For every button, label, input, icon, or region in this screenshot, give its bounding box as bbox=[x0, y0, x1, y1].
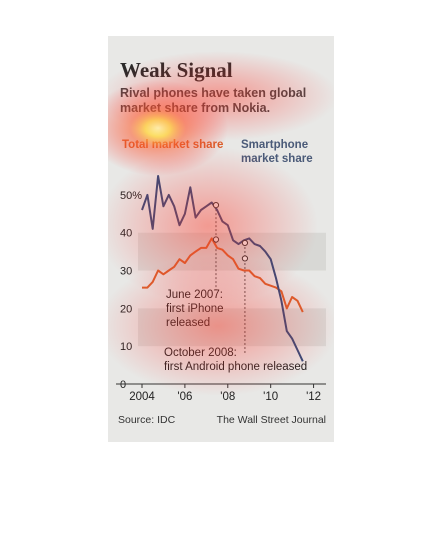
y-tick-label: 0 bbox=[120, 379, 126, 391]
annotation-marker-android bbox=[241, 239, 249, 247]
annotation-label-iphone: released bbox=[166, 317, 210, 329]
y-tick-label: 40 bbox=[120, 228, 132, 240]
chart-card: Weak Signal Rival phones have taken glob… bbox=[108, 36, 334, 442]
x-tick-label: '12 bbox=[306, 391, 321, 403]
y-tick-label: 10 bbox=[120, 341, 132, 353]
y-tick-label: 50% bbox=[120, 190, 142, 202]
annotation-marker-iphone bbox=[212, 236, 220, 243]
annotation-marker-android bbox=[241, 255, 249, 262]
publisher-credit: The Wall Street Journal bbox=[216, 414, 326, 426]
x-tick-label: '10 bbox=[263, 391, 278, 403]
y-tick-label: 20 bbox=[120, 303, 132, 315]
y-tick-label: 30 bbox=[120, 266, 132, 278]
source-note: Source: IDC bbox=[118, 414, 176, 426]
annotation-label-android: October 2008: bbox=[164, 347, 237, 359]
annotation-marker-iphone bbox=[212, 202, 220, 209]
x-tick-label: 2004 bbox=[129, 391, 155, 403]
x-axis: 2004 '06 '08 '10 '12 bbox=[116, 383, 326, 403]
x-tick-label: '08 bbox=[220, 391, 235, 403]
annotation-label-iphone: June 2007: bbox=[166, 289, 223, 301]
annotation-label-iphone: first iPhone bbox=[166, 303, 224, 315]
x-tick-label: '06 bbox=[177, 391, 192, 403]
annotation-label-android: first Android phone released bbox=[164, 361, 307, 373]
line-chart: 0 10 20 30 40 50% 2004 '06 '08 '10 '12 June 2007:… bbox=[116, 175, 326, 403]
y-axis-ticks: 0 10 20 30 40 50% bbox=[120, 190, 142, 391]
